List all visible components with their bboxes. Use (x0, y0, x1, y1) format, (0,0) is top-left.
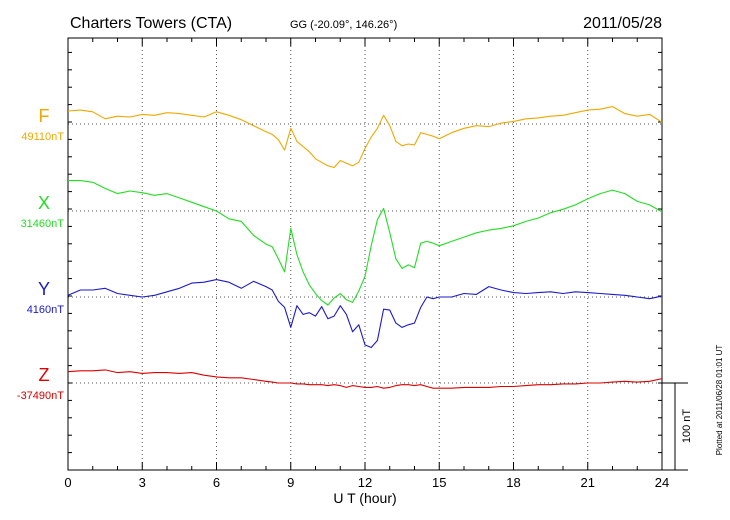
series-labels: F 49110nT X 31460nT Y 4160nT Z -37490nT (17, 106, 64, 402)
series-line-f (67, 106, 663, 169)
series-group (67, 106, 663, 389)
x-axis-label: U T (hour) (333, 490, 396, 506)
series-name-x: X (38, 193, 50, 213)
x-tick-label: 9 (287, 475, 294, 490)
x-tick-label: 0 (64, 475, 71, 490)
scale-bar-label: 100 nT (681, 409, 693, 444)
plotted-footnote: Plotted at 2011/06/28 01:01 UT (715, 345, 724, 456)
series-baseline-y: 4160nT (27, 304, 65, 316)
x-tick-label: 6 (213, 475, 220, 490)
x-tick-label: 12 (358, 475, 372, 490)
series-line-y (67, 279, 663, 349)
series-line-x (68, 180, 663, 306)
series-baseline-x: 31460nT (21, 218, 65, 230)
chart-date: 2011/05/28 (583, 15, 662, 32)
series-baseline-f: 49110nT (21, 131, 64, 143)
series-name-f: F (39, 106, 50, 126)
x-tick-label: 18 (506, 475, 520, 490)
series-name-y: Y (38, 279, 50, 299)
axis-ticks: 0 3 6 9 12 15 18 21 24 (64, 38, 669, 490)
chart-title: Charters Towers (CTA) (70, 15, 232, 32)
x-tick-label: 3 (139, 475, 146, 490)
x-tick-label: 15 (432, 475, 446, 490)
series-line-z (67, 369, 663, 389)
x-tick-label: 21 (581, 475, 595, 490)
series-baseline-z: -37490nT (17, 390, 64, 402)
x-tick-label: 24 (655, 475, 669, 490)
chart-subtitle: GG (-20.09°, 146.26°) (290, 19, 397, 31)
scale-bar: 100 nT (662, 382, 693, 471)
series-name-z: Z (39, 365, 50, 385)
grid (68, 38, 662, 470)
